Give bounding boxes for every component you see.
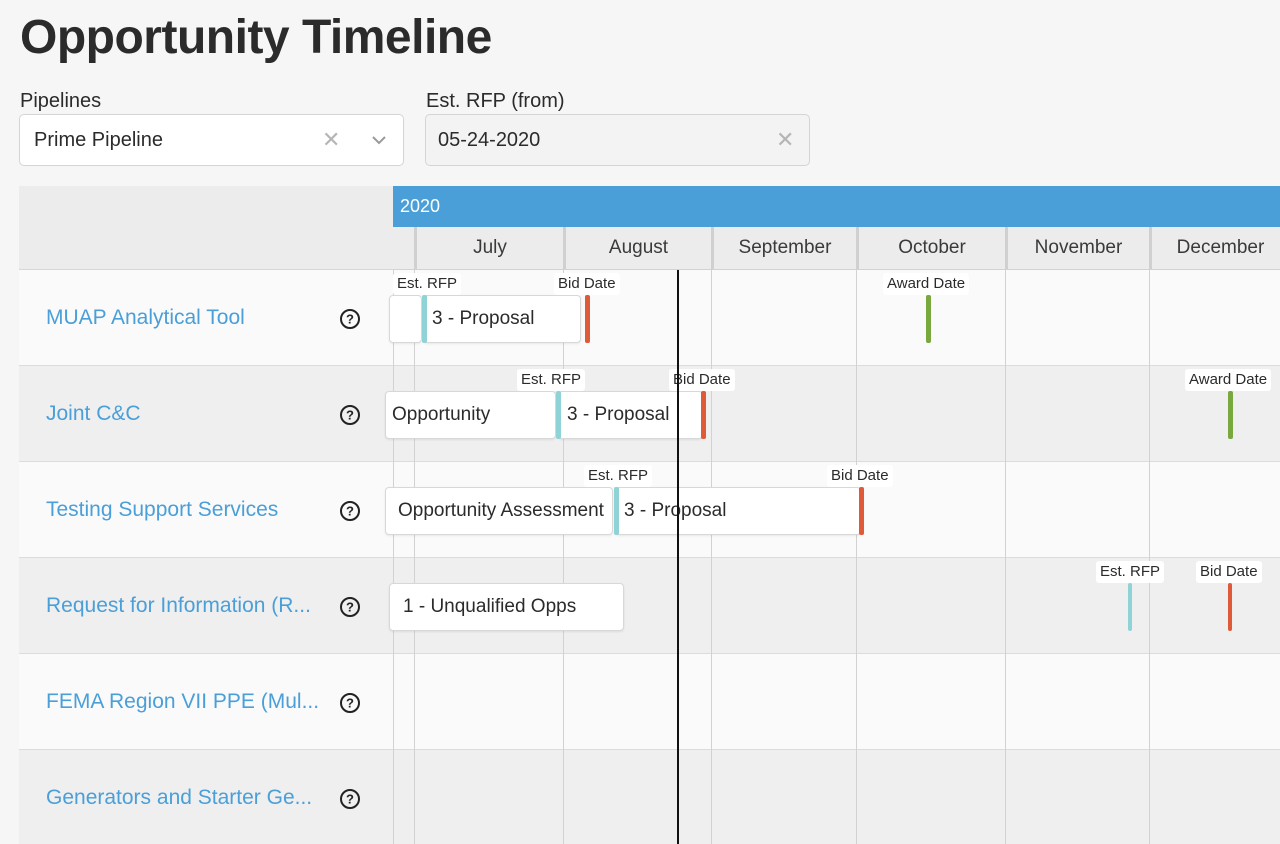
month-october: October [856,227,1005,269]
bid-date-tag: Bid Date [1196,561,1262,583]
opportunity-link[interactable]: Testing Support Services [46,498,279,521]
est-rfp-marker[interactable] [556,391,561,439]
est-rfp-marker[interactable] [614,487,619,535]
award-date-tag: Award Date [883,273,970,295]
opportunity-row: FEMA Region VII PPE (Mul... ? [19,654,1280,750]
est-rfp-from-label: Est. RFP (from) [426,90,565,112]
month-july: July [414,227,563,269]
opportunity-link[interactable]: MUAP Analytical Tool [46,306,245,329]
stage-bar[interactable]: Opportunity Assessment [385,487,613,535]
year-header: 2020 [393,186,1280,227]
month-november: November [1005,227,1149,269]
gridline [414,270,415,844]
stage-bar[interactable] [389,295,422,343]
page-title: Opportunity Timeline [20,11,492,64]
question-circle-icon[interactable]: ? [339,308,361,330]
month-december: December [1149,227,1280,269]
opportunity-link[interactable]: FEMA Region VII PPE (Mul... [46,690,320,713]
est-rfp-from-input[interactable]: 05-24-2020 ✕ [425,114,810,166]
gridline [856,270,857,844]
award-date-marker[interactable] [1228,391,1233,439]
award-date-tag: Award Date [1185,369,1272,391]
svg-text:?: ? [346,696,354,711]
bid-date-marker[interactable] [585,295,590,343]
bid-date-marker[interactable] [859,487,864,535]
gridline [393,270,394,844]
question-circle-icon[interactable]: ? [339,404,361,426]
est-rfp-tag: Est. RFP [393,273,462,295]
est-rfp-marker[interactable] [1128,583,1132,631]
stage-bar[interactable]: 3 - Proposal [423,295,581,343]
svg-text:?: ? [346,792,354,807]
question-circle-icon[interactable]: ? [339,692,361,714]
timeline-area: Est. RFP 3 - Proposal Bid Date Award Dat… [385,270,1280,844]
opportunity-link[interactable]: Generators and Starter Ge... [46,786,313,809]
month-august: August [563,227,711,269]
award-date-marker[interactable] [926,295,931,343]
gridline [1149,270,1150,844]
opportunity-row: Request for Information (R... ? [19,558,1280,654]
month-header-row: July August September October November D… [393,227,1280,270]
bid-date-tag: Bid Date [669,369,735,391]
gantt-header-corner [19,186,393,270]
bid-date-marker[interactable] [1228,583,1232,631]
today-line [677,270,679,844]
pipelines-value: Prime Pipeline [34,129,163,151]
chevron-down-icon[interactable] [369,130,389,150]
question-circle-icon[interactable]: ? [339,500,361,522]
bid-date-tag: Bid Date [827,465,893,487]
close-icon[interactable]: ✕ [322,127,341,152]
gantt-chart: 2020 July August September October Novem… [19,186,1280,844]
est-rfp-from-value: 05-24-2020 [438,129,541,151]
stage-bar[interactable]: 1 - Unqualified Opps [389,583,624,631]
stage-bar[interactable]: Opportunity [385,391,556,439]
pipelines-label: Pipelines [20,90,102,112]
stage-bar[interactable]: 3 - Proposal [558,391,703,439]
svg-text:?: ? [346,408,354,423]
gridline [711,270,712,844]
svg-text:?: ? [346,504,354,519]
opportunity-link[interactable]: Request for Information (R... [46,594,311,617]
gridline [1005,270,1006,844]
est-rfp-tag: Est. RFP [517,369,586,391]
close-icon[interactable]: ✕ [776,127,795,152]
question-circle-icon[interactable]: ? [339,788,361,810]
month-september: September [711,227,856,269]
bid-date-marker[interactable] [701,391,706,439]
stage-bar[interactable]: 3 - Proposal [615,487,861,535]
svg-text:?: ? [346,600,354,615]
svg-text:?: ? [346,312,354,327]
est-rfp-marker[interactable] [422,295,427,343]
est-rfp-tag: Est. RFP [1096,561,1165,583]
opportunity-row: Generators and Starter Ge... ? [19,750,1280,844]
gridline [563,270,564,844]
opportunity-link[interactable]: Joint C&C [46,402,141,425]
pipelines-select[interactable]: Prime Pipeline ✕ [19,114,404,166]
question-circle-icon[interactable]: ? [339,596,361,618]
est-rfp-tag: Est. RFP [584,465,653,487]
opportunity-row: MUAP Analytical Tool ? [19,270,1280,366]
bid-date-tag: Bid Date [554,273,620,295]
